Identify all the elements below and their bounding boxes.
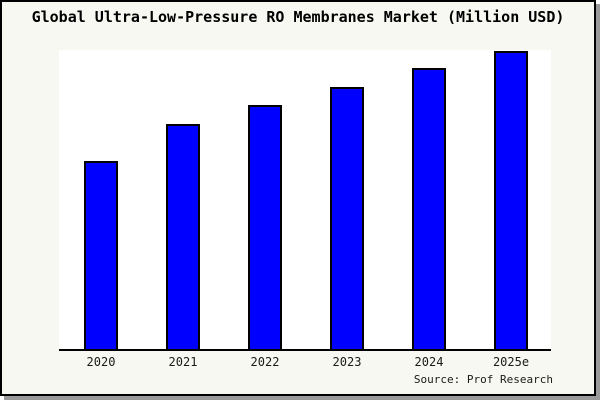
plot-area	[59, 50, 551, 351]
bar-2021	[166, 124, 200, 349]
bar-2023	[330, 87, 364, 349]
chart-title: Global Ultra-Low-Pressure RO Membranes M…	[31, 8, 565, 26]
x-tick-label-2025e: 2025e	[492, 355, 530, 369]
source-attribution: Source: Prof Research	[413, 373, 553, 386]
x-axis-line	[59, 349, 551, 351]
x-tick-label-2024: 2024	[414, 355, 444, 369]
bar-2025e	[494, 51, 528, 349]
x-axis-labels: 2020 2021 2022 2023 2024 2025e	[59, 355, 551, 371]
bar-2020	[84, 161, 118, 349]
bar-2024	[412, 68, 446, 349]
x-tick-label-2020: 2020	[86, 355, 116, 369]
x-tick-label-2023: 2023	[332, 355, 362, 369]
x-tick-label-2022: 2022	[250, 355, 280, 369]
x-tick-label-2021: 2021	[168, 355, 198, 369]
bar-2022	[248, 105, 282, 349]
